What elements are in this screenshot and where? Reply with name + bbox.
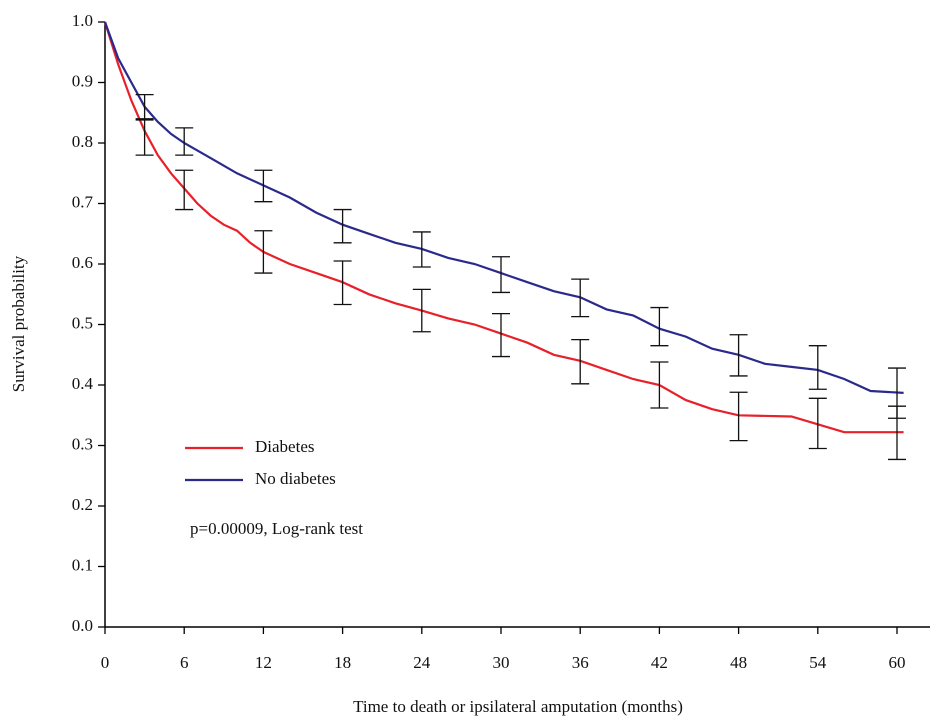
y-tick-label: 0.6 [72,253,93,272]
error-bar [254,230,273,274]
error-bar [412,231,431,268]
y-tick-label: 0.3 [72,434,93,453]
error-bar [729,334,748,377]
y-tick-label: 0.2 [72,495,93,514]
y-axis-title: Survival probability [9,255,28,392]
x-tick-label: 12 [255,653,272,672]
error-bar [135,93,154,121]
x-tick-label: 54 [809,653,827,672]
error-bar [175,169,194,211]
error-bar [808,397,827,450]
y-tick-label: 0.8 [72,132,93,151]
y-tick-label: 0.4 [72,374,94,393]
error-bar [492,256,510,294]
x-axis-title: Time to death or ipsilateral amputation … [353,697,683,716]
error-bar [492,312,510,358]
error-bar [808,345,827,390]
error-bar [333,208,352,244]
x-tick-label: 42 [651,653,668,672]
error-bar [571,338,590,385]
legend-label: No diabetes [255,469,336,488]
y-tick-label: 0.9 [72,71,93,90]
error-bar [888,367,906,419]
error-bar [650,306,669,347]
x-tick-label: 48 [730,653,747,672]
x-tick-label: 18 [334,653,351,672]
error-bar [729,391,748,442]
x-tick-label: 6 [180,653,189,672]
error-bar [135,118,154,156]
y-tick-label: 0.0 [72,616,93,635]
y-tick-label: 0.1 [72,555,93,574]
y-tick-label: 0.7 [72,192,94,211]
error-bar [254,169,273,203]
x-tick-label: 36 [572,653,589,672]
y-tick-label: 1.0 [72,11,93,30]
x-tick-label: 24 [413,653,431,672]
survival-line [103,21,904,434]
x-tick-label: 60 [889,653,906,672]
error-bar [650,361,669,409]
x-tick-label: 0 [101,653,110,672]
error-bar [175,127,194,156]
error-bar [571,278,590,318]
error-bar [333,260,352,306]
survival-line [103,21,904,394]
x-tick-label: 30 [493,653,510,672]
annotation: p=0.00009, Log-rank test [190,519,363,538]
legend-label: Diabetes [255,437,314,456]
error-bar [412,288,431,333]
y-tick-label: 0.5 [72,313,93,332]
